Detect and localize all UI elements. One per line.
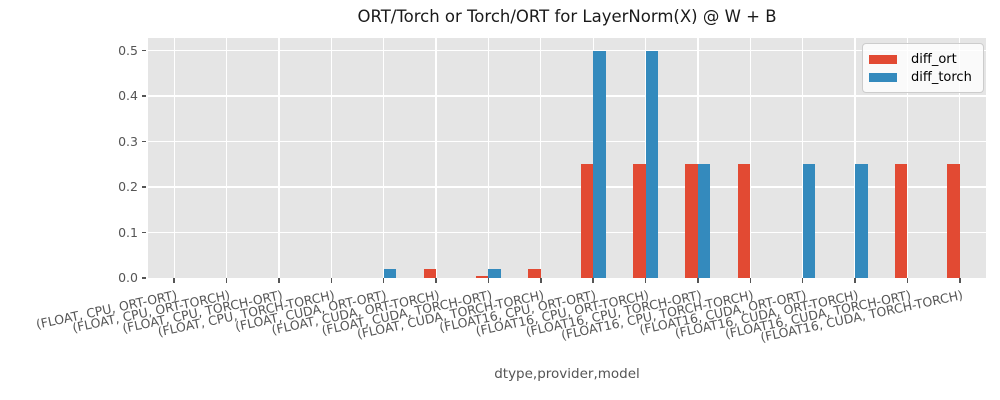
gridline-vertical — [278, 38, 280, 278]
y-tick-mark — [142, 49, 146, 52]
gridline-horizontal — [148, 186, 986, 188]
gridline-vertical — [225, 38, 228, 278]
bar-diff_ort — [947, 164, 960, 278]
bar-diff_ort — [423, 268, 437, 278]
bar-diff_ort — [475, 275, 489, 278]
y-tick-label: 0.3 — [118, 133, 138, 149]
x-tick-mark — [644, 278, 647, 283]
bar-diff_torch — [645, 50, 659, 278]
legend: diff_ort diff_torch — [862, 43, 984, 93]
diff-ort-swatch-icon — [869, 55, 897, 64]
gridline-vertical — [959, 38, 961, 278]
x-tick-mark — [173, 278, 175, 283]
x-tick-mark — [487, 278, 490, 283]
y-tick-mark — [142, 95, 146, 97]
x-tick-mark — [382, 278, 385, 283]
x-tick-mark — [801, 278, 804, 283]
bar-diff_torch — [855, 164, 868, 278]
diff-torch-swatch-icon — [869, 73, 897, 82]
x-tick-mark — [959, 278, 961, 283]
gridline-vertical — [330, 38, 332, 278]
x-tick-mark — [697, 278, 699, 283]
x-tick-mark — [749, 278, 751, 283]
gridline-horizontal — [148, 95, 986, 97]
gridline-vertical — [383, 38, 385, 278]
gridline-horizontal — [148, 49, 986, 52]
x-tick-mark — [906, 278, 909, 283]
x-tick-mark — [592, 278, 594, 283]
y-tick-label: 0.5 — [118, 42, 138, 58]
gridline-vertical — [540, 38, 542, 278]
y-tick-label: 0.4 — [118, 88, 138, 103]
gridline-vertical — [906, 38, 909, 278]
gridline-vertical — [592, 38, 594, 278]
x-axis-title: dtype,provider,model — [494, 366, 640, 382]
y-tick-mark — [142, 140, 146, 143]
gridline-vertical — [749, 38, 751, 278]
legend-item-diff-ort: diff_ort — [869, 51, 975, 68]
gridline-vertical — [644, 38, 647, 278]
y-tick-label: 0.1 — [118, 224, 138, 240]
bar-diff_torch — [488, 268, 501, 278]
y-tick-mark — [142, 277, 146, 279]
bar-diff_torch — [593, 50, 606, 278]
bar-diff_ort — [685, 164, 698, 278]
x-tick-mark — [540, 278, 542, 283]
y-tick-mark — [142, 231, 146, 234]
gridline-horizontal — [148, 140, 986, 143]
bar-diff_torch — [383, 268, 397, 278]
x-tick-mark — [854, 278, 856, 283]
x-tick-mark — [225, 278, 228, 283]
x-tick-mark — [330, 278, 332, 283]
bar-diff_torch — [802, 164, 816, 278]
legend-item-diff-torch: diff_torch — [869, 69, 975, 86]
x-tick-mark — [278, 278, 280, 283]
gridline-vertical — [697, 38, 699, 278]
gridline-vertical — [487, 38, 490, 278]
chart-title: ORT/Torch or Torch/ORT for LayerNorm(X) … — [357, 7, 777, 26]
gridline-vertical — [854, 38, 856, 278]
gridline-horizontal — [148, 231, 986, 234]
x-tick-mark — [435, 278, 437, 283]
bar-diff_ort — [894, 164, 908, 278]
y-tick-mark — [142, 186, 146, 188]
bar-diff_ort — [528, 268, 541, 278]
bar-diff_ort — [580, 164, 594, 278]
bar-diff_ort — [633, 164, 646, 278]
legend-label-diff-ort: diff_ort — [911, 52, 957, 67]
gridline-vertical — [435, 38, 437, 278]
bar-diff_torch — [697, 164, 711, 278]
plot-area — [148, 38, 986, 278]
y-tick-label: 0.0 — [118, 270, 138, 285]
gridline-vertical — [173, 38, 175, 278]
legend-label-diff-torch: diff_torch — [911, 70, 972, 85]
gridline-vertical — [802, 38, 804, 278]
bar-diff_ort — [737, 164, 751, 278]
y-tick-label: 0.2 — [118, 179, 138, 194]
